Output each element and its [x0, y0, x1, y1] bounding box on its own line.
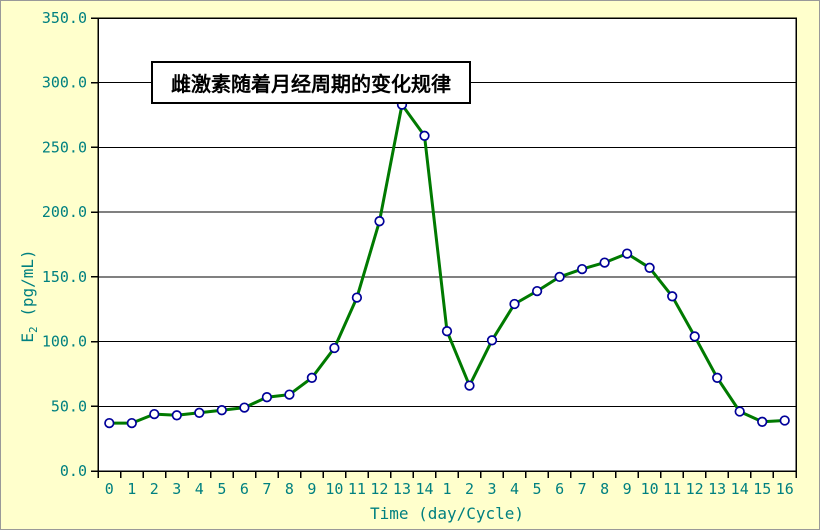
y-tick-label: 200.0: [42, 203, 87, 221]
x-tick-label: 16: [776, 480, 794, 498]
x-tick-label: 6: [240, 480, 249, 498]
x-tick-label: 11: [348, 480, 366, 498]
chart-title: 雌激素随着月经周期的变化规律: [151, 61, 471, 104]
data-point-marker: [441, 326, 453, 337]
x-tick-label: 9: [623, 480, 632, 498]
y-tick-label: 150.0: [42, 268, 87, 286]
data-point-marker: [667, 291, 678, 302]
data-point-marker: [261, 392, 273, 403]
x-tick-label: 11: [663, 480, 681, 498]
data-point-marker: [306, 372, 318, 383]
x-tick-label: 10: [325, 480, 343, 498]
data-point-marker: [621, 248, 633, 259]
x-tick-label: 4: [195, 480, 204, 498]
data-point-marker: [239, 402, 250, 413]
data-point-marker: [126, 417, 137, 429]
y-axis-label: E2 (pg/mL): [18, 249, 40, 342]
data-point-marker: [734, 406, 745, 417]
y-tick-label: 300.0: [42, 74, 87, 92]
x-tick-label: 9: [307, 480, 316, 498]
x-tick-label: 4: [510, 480, 519, 498]
x-tick-label: 14: [731, 480, 749, 498]
data-point-marker: [284, 389, 295, 400]
y-axis-label-base: E: [17, 333, 37, 343]
data-point-marker: [689, 331, 700, 342]
x-tick-label: 3: [172, 480, 181, 498]
y-tick-label: 100.0: [42, 333, 87, 351]
y-axis-label-unit: (pg/mL): [17, 249, 37, 327]
x-tick-label: 3: [488, 480, 497, 498]
x-tick-label: 7: [262, 480, 271, 498]
x-tick-label: 5: [533, 480, 542, 498]
x-tick-label: 0: [105, 480, 114, 498]
data-point-marker: [149, 408, 160, 420]
data-point-marker: [464, 380, 475, 391]
x-tick-label: 8: [285, 480, 294, 498]
data-point-marker: [757, 416, 768, 427]
data-point-marker: [329, 342, 340, 354]
x-tick-label: 1: [127, 480, 136, 498]
data-point-marker: [644, 262, 655, 273]
data-point-marker: [599, 257, 610, 268]
x-tick-label: 2: [465, 480, 474, 498]
data-point-marker: [509, 298, 520, 310]
x-tick-label: 8: [600, 480, 609, 498]
data-point-marker: [216, 405, 227, 416]
data-point-marker: [554, 271, 565, 283]
x-tick-label: 15: [753, 480, 771, 498]
x-tick-label: 13: [393, 480, 411, 498]
x-tick-label: 13: [708, 480, 726, 498]
y-axis-label-sub: 2: [27, 326, 41, 334]
data-point-marker: [531, 285, 543, 297]
x-axis-label: Time (day/Cycle): [369, 504, 525, 523]
data-point-marker: [374, 216, 385, 227]
y-tick-label: 50.0: [51, 397, 87, 415]
y-tick-label: 250.0: [42, 138, 87, 156]
x-tick-label: 5: [217, 480, 226, 498]
x-tick-label: 12: [370, 480, 388, 498]
x-tick-label: 14: [415, 480, 433, 498]
data-point-marker: [104, 417, 115, 429]
data-point-marker: [194, 407, 205, 418]
data-point-marker: [171, 410, 182, 421]
y-tick-label: 350.0: [42, 9, 87, 27]
data-point-marker: [351, 292, 363, 303]
x-tick-label: 2: [150, 480, 159, 498]
x-tick-label: 10: [641, 480, 659, 498]
x-tick-label: 7: [578, 480, 587, 498]
data-point-marker: [576, 263, 588, 275]
x-tick-label: 12: [686, 480, 704, 498]
x-tick-label: 6: [555, 480, 564, 498]
data-point-marker: [419, 130, 430, 141]
x-tick-label: 1: [442, 480, 451, 498]
data-point-marker: [486, 335, 498, 346]
y-tick-label: 0.0: [60, 462, 87, 480]
data-point-marker: [779, 415, 790, 426]
data-point-marker: [712, 372, 723, 383]
